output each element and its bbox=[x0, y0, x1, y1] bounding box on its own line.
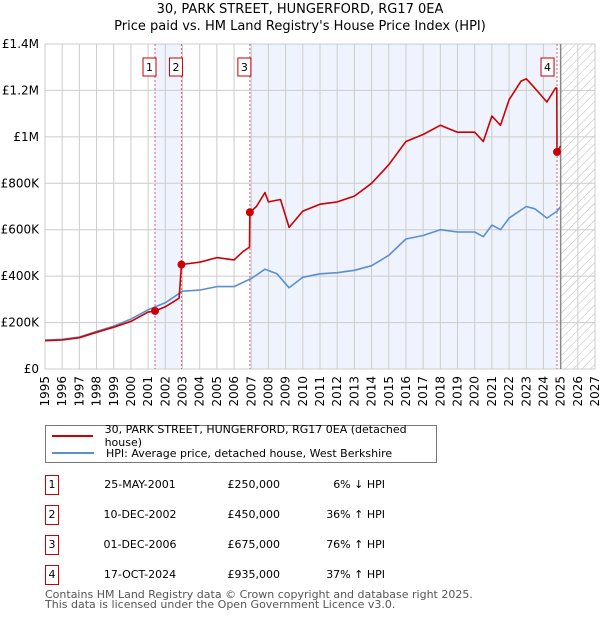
transaction-price: £450,000 bbox=[227, 508, 281, 521]
sale-label-box bbox=[237, 57, 252, 77]
x-tick-label: 2003 bbox=[176, 376, 190, 407]
sale-label-box bbox=[168, 57, 183, 77]
x-tick-label: 2014 bbox=[365, 376, 379, 407]
x-tick-label: 2027 bbox=[588, 376, 600, 407]
sale-label-box bbox=[142, 57, 157, 77]
transaction-date: 01-DEC-2006 bbox=[103, 538, 177, 551]
x-tick-label: 1995 bbox=[38, 376, 52, 407]
y-tick-label: £1.4M bbox=[2, 37, 39, 51]
transaction-price: £675,000 bbox=[227, 538, 281, 551]
x-tick-label: 2016 bbox=[399, 376, 413, 407]
x-tick-label: 2026 bbox=[571, 376, 585, 407]
sale-point bbox=[245, 208, 254, 217]
x-tick-label: 2013 bbox=[347, 376, 361, 407]
transaction-price: £250,000 bbox=[227, 478, 281, 491]
sale-point bbox=[177, 260, 186, 269]
shaded-period-1 bbox=[155, 44, 182, 369]
x-tick-label: 2010 bbox=[296, 376, 310, 407]
sale-point bbox=[151, 306, 159, 315]
x-tick-label: 2018 bbox=[433, 376, 447, 407]
x-tick-label: 2006 bbox=[227, 376, 241, 407]
transaction-hpi-diff: 76% ↑ HPI bbox=[326, 538, 385, 551]
legend-item-property: 30, PARK STREET, HUNGERFORD, RG17 0EA (d… bbox=[46, 423, 436, 449]
x-tick-label: 2024 bbox=[536, 376, 550, 407]
footer-licence: This data is licensed under the Open Gov… bbox=[45, 598, 396, 611]
x-tick-label: 1997 bbox=[72, 376, 86, 407]
x-tick-label: 2009 bbox=[279, 376, 293, 407]
y-tick-label: £1M bbox=[13, 130, 39, 144]
x-tick-label: 2001 bbox=[141, 376, 155, 407]
sale-label: 2 bbox=[172, 61, 179, 74]
x-tick-label: 2017 bbox=[416, 376, 430, 407]
transaction-number-badge: 4 bbox=[45, 565, 59, 585]
transaction-number-badge: 1 bbox=[45, 475, 59, 495]
footer-copyright: Contains HM Land Registry data © Crown c… bbox=[45, 588, 473, 601]
legend-red-line-icon bbox=[52, 435, 93, 437]
legend-blue-line-icon bbox=[52, 452, 94, 454]
x-tick-label: 2025 bbox=[554, 376, 568, 407]
transaction-number-badge: 2 bbox=[45, 505, 59, 525]
transaction-row: 3 01-DEC-2006 £675,000 76% ↑ HPI bbox=[45, 535, 445, 555]
x-tick-label: 2002 bbox=[158, 376, 172, 407]
x-tick-label: 1998 bbox=[90, 376, 104, 407]
y-tick-label: £400K bbox=[1, 269, 41, 283]
x-tick-label: 2020 bbox=[468, 376, 482, 407]
legend-item-hpi: HPI: Average price, detached house, West… bbox=[46, 445, 392, 461]
sale-label: 1 bbox=[146, 61, 153, 74]
transaction-row: 2 10-DEC-2002 £450,000 36% ↑ HPI bbox=[45, 505, 445, 525]
transaction-hpi-diff: 36% ↑ HPI bbox=[326, 508, 385, 521]
x-tick-label: 2021 bbox=[485, 376, 499, 407]
y-tick-label: £800K bbox=[1, 176, 41, 190]
x-tick-label: 2022 bbox=[502, 376, 516, 407]
x-tick-label: 2019 bbox=[451, 376, 465, 407]
x-tick-label: 2008 bbox=[261, 376, 275, 407]
plot-border bbox=[44, 43, 596, 370]
legend-label-property: 30, PARK STREET, HUNGERFORD, RG17 0EA (d… bbox=[104, 423, 407, 449]
shaded-period-2 bbox=[249, 44, 558, 369]
x-tick-label: 2000 bbox=[124, 376, 138, 407]
sale-label: 3 bbox=[241, 61, 248, 74]
x-tick-label: 2023 bbox=[519, 376, 533, 407]
y-tick-label: £0 bbox=[24, 362, 39, 376]
y-tick-label: £600K bbox=[1, 223, 41, 237]
chart-title: 30, PARK STREET, HUNGERFORD, RG17 0EA bbox=[156, 2, 444, 17]
transaction-date: 17-OCT-2024 bbox=[103, 568, 177, 581]
sale-label-box bbox=[540, 57, 555, 77]
y-tick-label: £1.2M bbox=[2, 83, 39, 97]
transaction-row: 4 17-OCT-2024 £935,000 37% ↑ HPI bbox=[45, 565, 445, 585]
x-tick-label: 2004 bbox=[193, 376, 207, 407]
legend-label-hpi: HPI: Average price, detached house, West… bbox=[106, 446, 393, 460]
x-tick-label: 2007 bbox=[244, 376, 258, 407]
transaction-hpi-diff: 37% ↑ HPI bbox=[326, 568, 385, 581]
hpi-series-line bbox=[44, 205, 562, 341]
x-tick-label: 2005 bbox=[210, 376, 224, 407]
sale-label: 4 bbox=[544, 61, 551, 74]
transaction-hpi-diff: 6% ↓ HPI bbox=[333, 478, 385, 491]
transaction-row: 1 25-MAY-2001 £250,000 6% ↓ HPI bbox=[45, 475, 445, 495]
y-tick-label: £200K bbox=[1, 316, 41, 330]
transaction-price: £935,000 bbox=[227, 568, 281, 581]
legend: 30, PARK STREET, HUNGERFORD, RG17 0EA (d… bbox=[45, 423, 437, 463]
x-tick-label: 2015 bbox=[382, 376, 396, 407]
sale-point bbox=[553, 147, 562, 156]
x-tick-label: 2012 bbox=[330, 376, 344, 407]
chart-subtitle: Price paid vs. HM Land Registry's House … bbox=[114, 19, 486, 34]
transaction-number-badge: 3 bbox=[45, 535, 59, 555]
transaction-date: 25-MAY-2001 bbox=[104, 478, 176, 491]
price-chart: 1995 1996 1997 1998 1999 2000 2001 2002 2003 2004… bbox=[1, 37, 600, 407]
x-tick-label: 1999 bbox=[107, 376, 121, 407]
x-tick-label: 1996 bbox=[55, 376, 69, 407]
x-tick-label: 2011 bbox=[313, 376, 327, 407]
transaction-date: 10-DEC-2002 bbox=[103, 508, 177, 521]
